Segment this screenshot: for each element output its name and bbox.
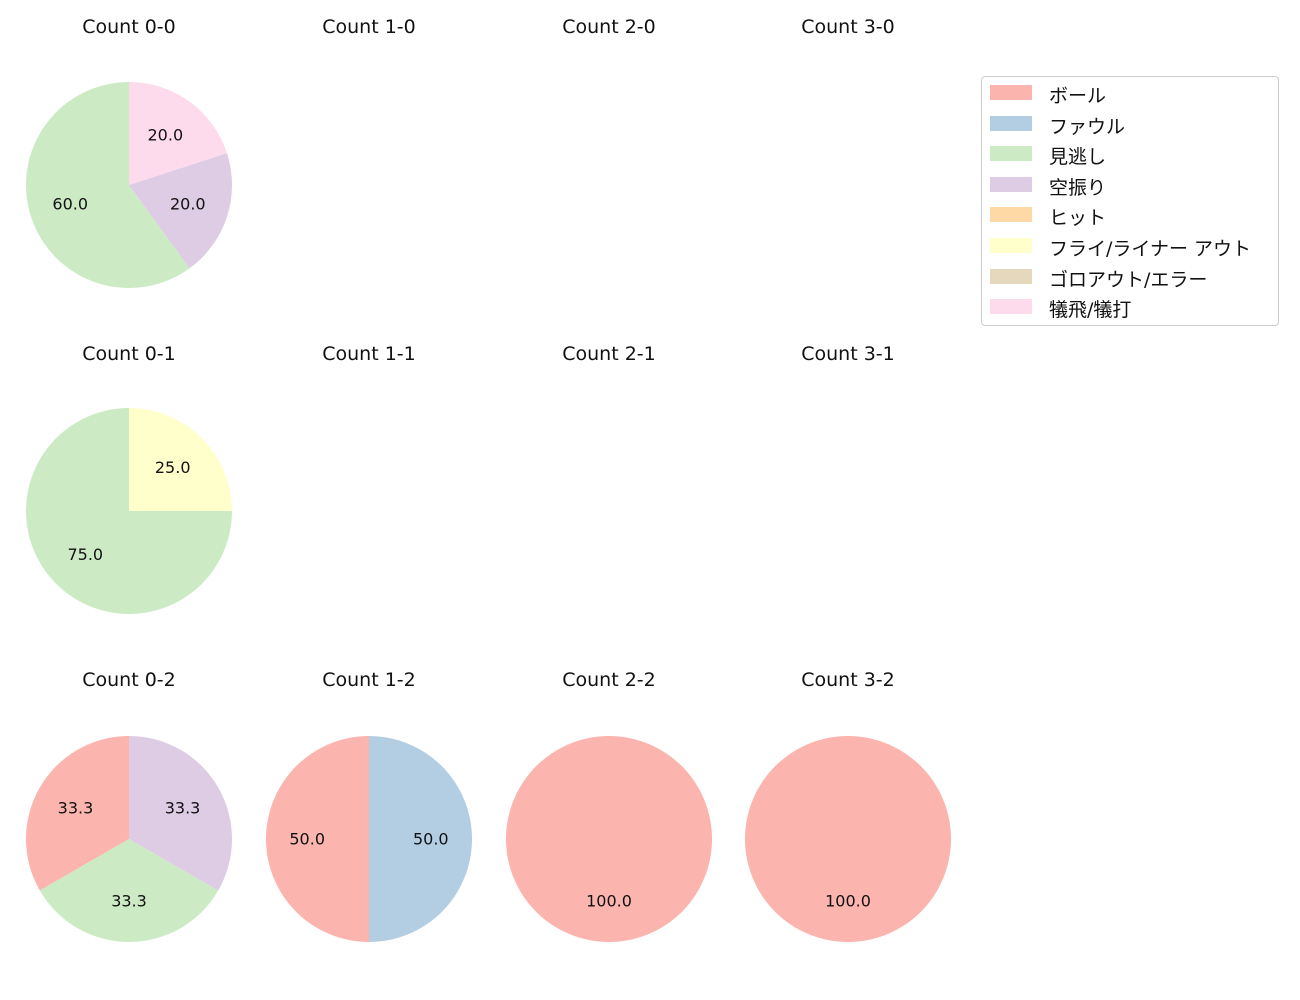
chart-title: Count 2-2: [562, 669, 656, 691]
slice-value-label: 50.0: [413, 830, 449, 849]
legend-label: ゴロアウト/エラー: [1049, 268, 1208, 291]
slice-value-label: 20.0: [148, 126, 184, 145]
legend-label: 犠飛/犠打: [1049, 299, 1132, 322]
legend-swatch: [990, 115, 1032, 131]
pie-chart: 50.0 50.0: [266, 736, 472, 942]
pie-slice: [25, 82, 190, 288]
legend-label: ファウル: [1049, 115, 1126, 138]
slice-value-label: 75.0: [67, 545, 103, 564]
legend-swatch: [990, 85, 1032, 100]
pie-chart: 33.3 33.3 33.3: [25, 736, 232, 942]
slice-value-label: 33.3: [165, 799, 201, 818]
slice-value-label: 25.0: [155, 458, 191, 477]
pie-slice: [129, 408, 232, 511]
chart-title: Count 3-0: [801, 16, 895, 38]
legend-swatch: [990, 207, 1032, 223]
legend-swatch: [990, 299, 1032, 315]
slice-value-label: 33.3: [111, 891, 147, 910]
slice-value-label: 100.0: [586, 891, 632, 910]
chart-title: Count 1-0: [322, 16, 416, 38]
slice-value-label: 50.0: [289, 830, 325, 849]
legend-label: フライ/ライナー アウト: [1049, 238, 1252, 260]
pie-slice: [129, 153, 232, 269]
pie-slice: [25, 736, 129, 891]
legend-label: 見逃し: [1049, 146, 1107, 169]
legend-swatch: [990, 176, 1032, 192]
legend-label: 空振り: [1049, 176, 1107, 199]
chart-title: Count 2-1: [562, 343, 656, 365]
chart-title: Count 1-1: [322, 343, 416, 365]
legend: ボールファウル見逃し空振りヒットフライ/ライナー アウト ゴロアウト/エラー 犠飛/…: [981, 76, 1279, 326]
pie-slice: [369, 736, 472, 942]
pie-slice: [129, 82, 227, 185]
chart-title: Count 3-2: [801, 669, 895, 691]
chart-title: Count 0-2: [82, 669, 176, 691]
pie-chart: 100.0: [506, 736, 712, 942]
legend-swatch: [990, 146, 1032, 162]
slice-value-label: 20.0: [170, 195, 206, 214]
pie-chart: 100.0: [745, 736, 951, 942]
slice-value-label: 100.0: [825, 891, 871, 910]
slice-value-label: 60.0: [52, 195, 88, 214]
pie-slice: [745, 736, 951, 942]
pie-chart: 75.0 25.0: [26, 408, 232, 614]
pie-slice: [266, 736, 369, 942]
pie-slice: [506, 736, 712, 942]
pie-slice: [129, 736, 232, 891]
legend-swatch: [990, 268, 1032, 284]
legend-swatch: [990, 238, 1032, 253]
chart-title: Count 2-0: [562, 16, 656, 38]
chart-title: Count 1-2: [322, 669, 416, 691]
chart-title: Count 0-1: [82, 343, 176, 365]
chart-title: Count 3-1: [801, 343, 895, 365]
slice-value-label: 33.3: [58, 799, 94, 818]
legend-label: ヒット: [1049, 207, 1107, 230]
pie-chart: 60.0 20.0 20.0: [25, 82, 232, 288]
legend-label: ボール: [1049, 85, 1107, 107]
chart-title: Count 0-0: [82, 16, 176, 38]
